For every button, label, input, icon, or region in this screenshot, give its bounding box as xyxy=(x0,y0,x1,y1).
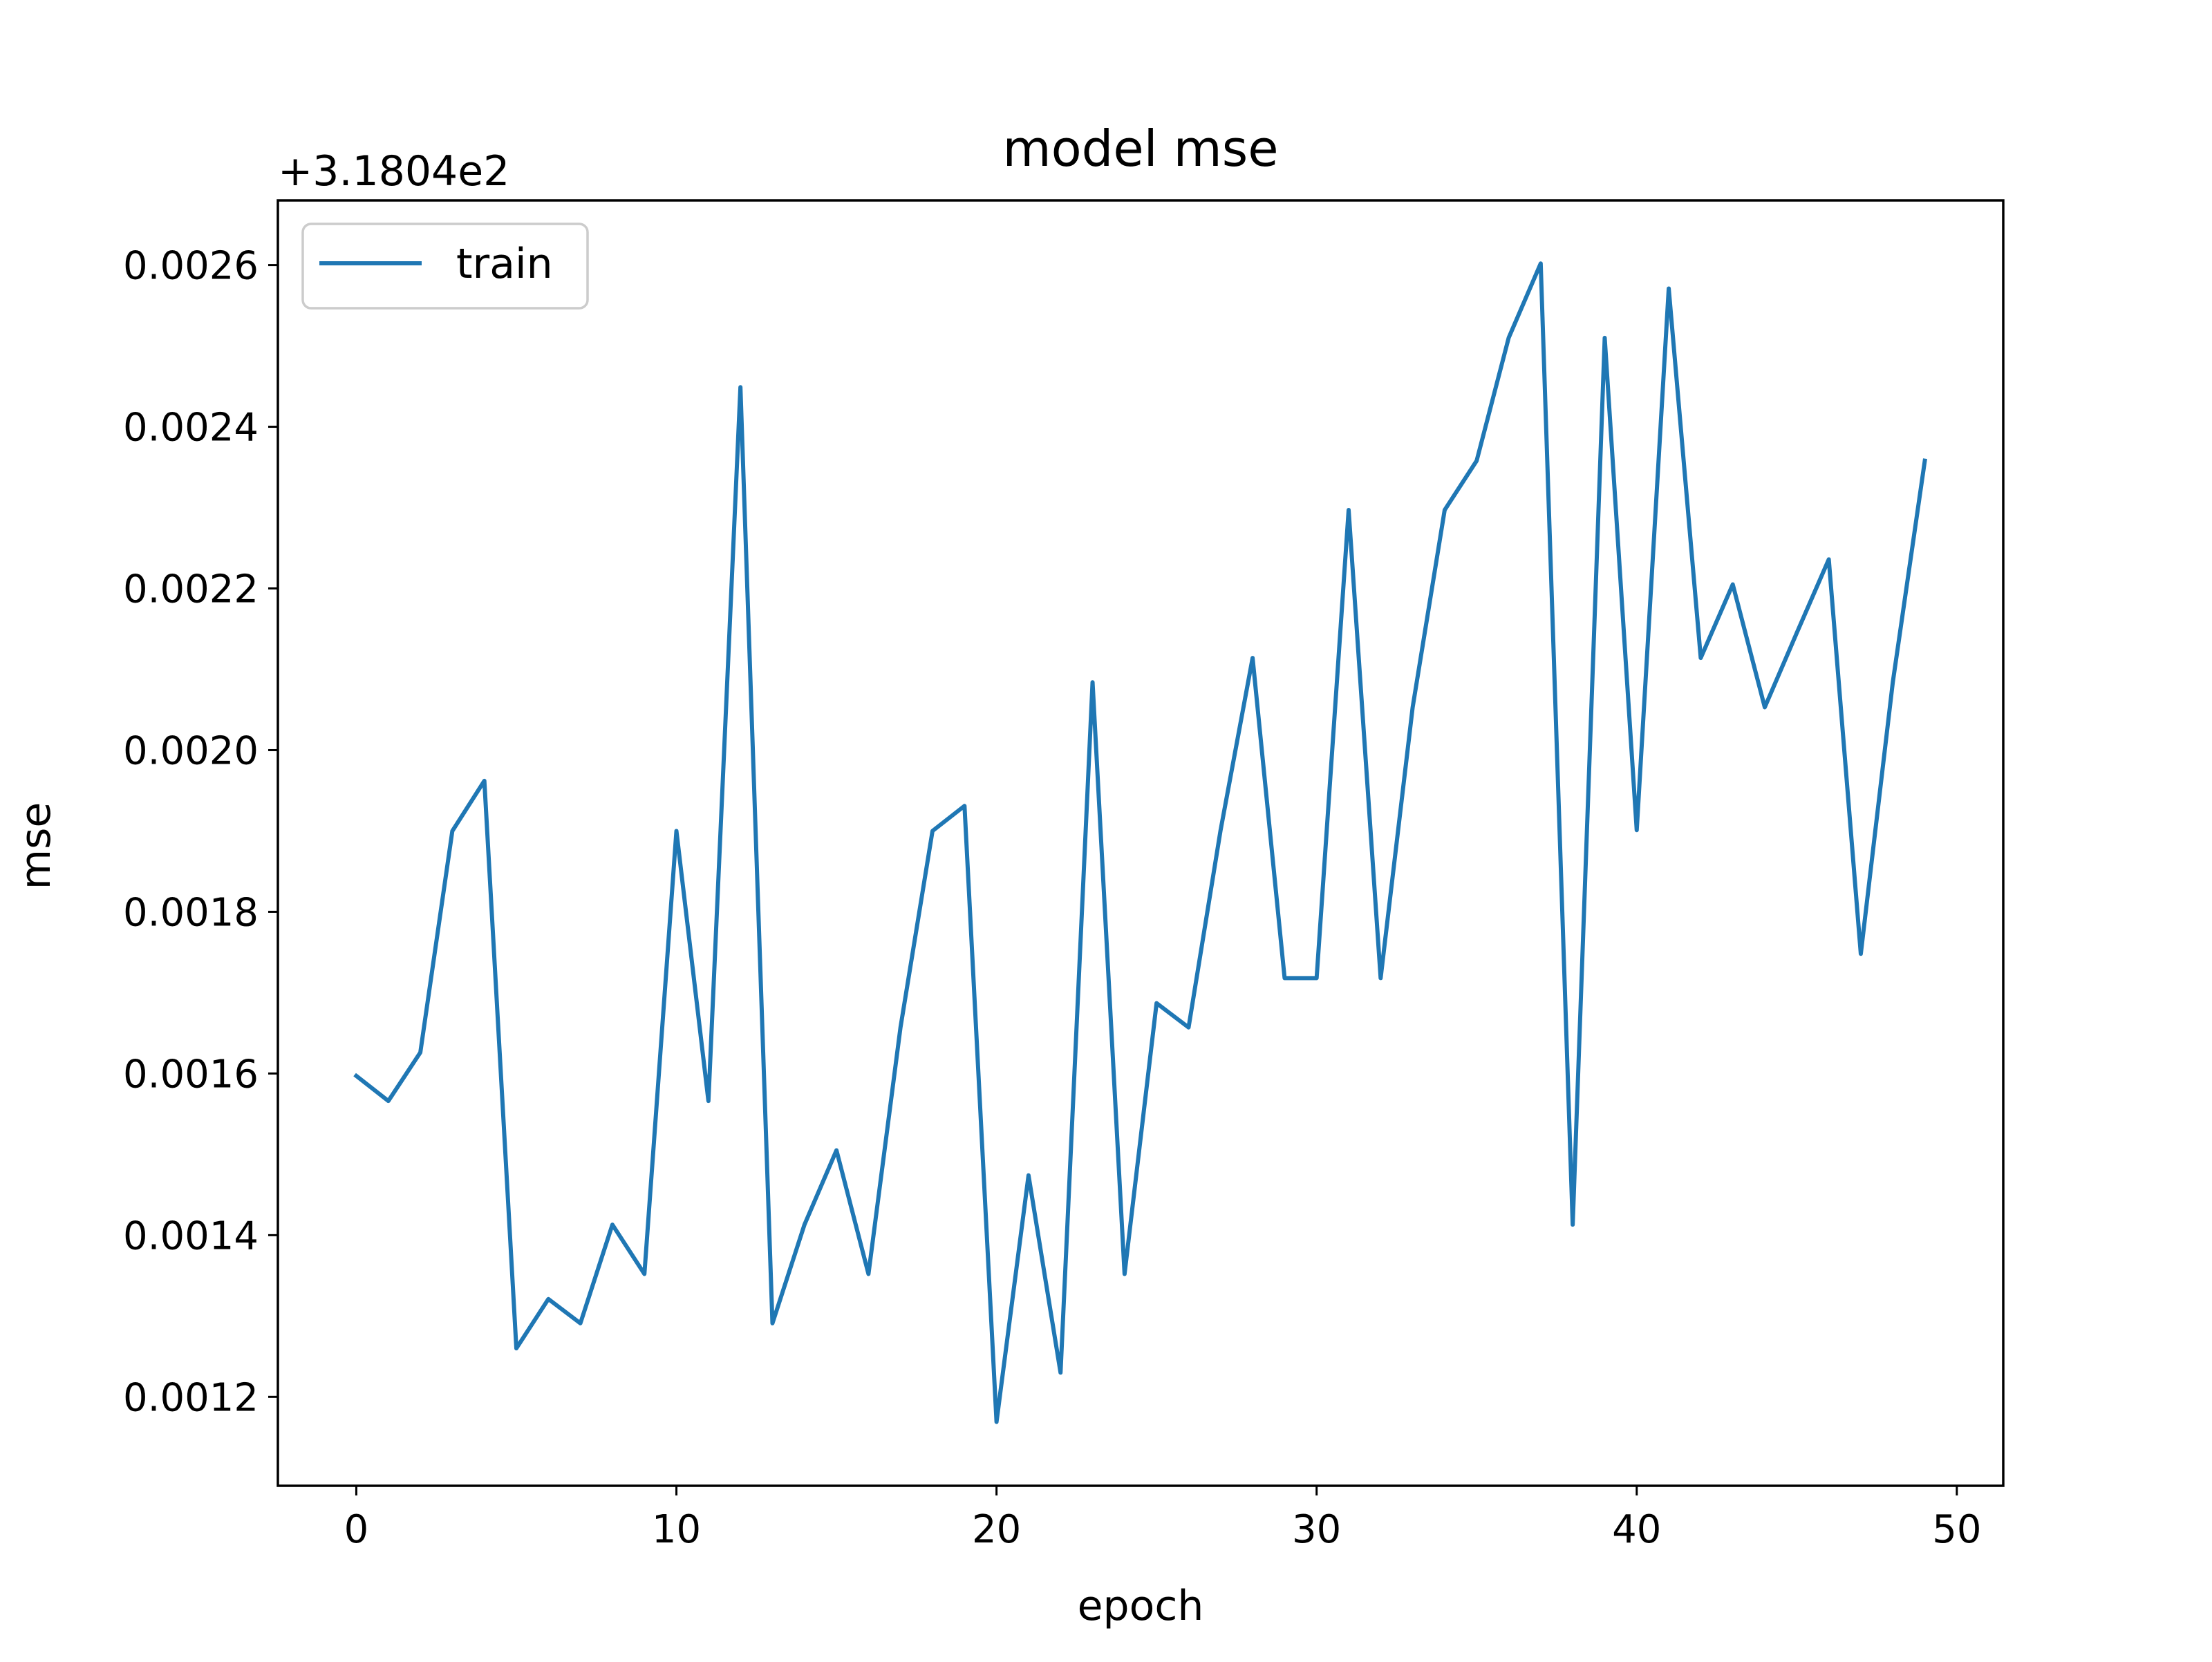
y-tick-label: 0.0018 xyxy=(123,890,259,935)
y-tick-label: 0.0022 xyxy=(123,567,259,612)
y-tick-label: 0.0016 xyxy=(123,1052,259,1097)
x-tick-label: 30 xyxy=(1292,1507,1341,1552)
x-tick-label: 10 xyxy=(652,1507,701,1552)
x-tick-label: 20 xyxy=(972,1507,1021,1552)
plot-frame xyxy=(276,199,2005,1487)
y-tick-label: 0.0026 xyxy=(123,244,259,289)
x-tick-label: 40 xyxy=(1612,1507,1661,1552)
x-tick-label: 0 xyxy=(344,1507,369,1552)
series-line-train xyxy=(353,261,1927,1424)
y-tick-label: 0.0012 xyxy=(123,1375,259,1420)
y-axis-offset-label: +3.1804e2 xyxy=(278,147,509,196)
y-tick-label: 0.0014 xyxy=(123,1214,259,1258)
chart-title: model mse xyxy=(1002,120,1278,178)
legend-label-train: train xyxy=(456,240,553,288)
y-tick-label: 0.0020 xyxy=(123,728,259,773)
y-tick-label: 0.0024 xyxy=(123,406,259,451)
legend-box xyxy=(301,223,589,310)
y-axis-label: mse xyxy=(12,802,60,890)
x-tick-label: 50 xyxy=(1932,1507,1981,1552)
y-axis-ticks: 0.0012 0.0014 0.0016 0.0018 0.0020 0.0022 0.00… xyxy=(123,244,278,1420)
legend: train xyxy=(301,223,589,310)
x-axis-label: epoch xyxy=(1078,1582,1204,1630)
x-axis-ticks: 0 10 20 30 40 50 xyxy=(344,1486,1981,1552)
